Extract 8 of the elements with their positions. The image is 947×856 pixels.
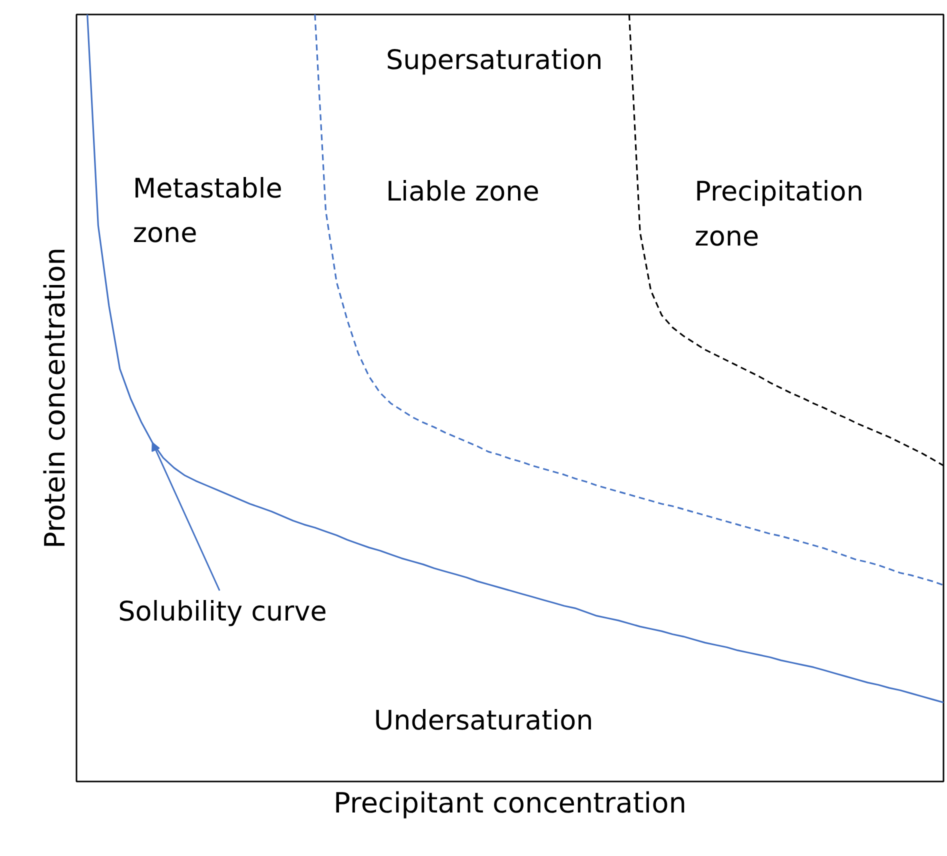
annotation: Undersaturation [374, 706, 594, 737]
y-axis-title: Protein concentration [38, 248, 72, 548]
annotation: Solubility curve [118, 596, 327, 628]
annotation: Liable zone [386, 176, 540, 208]
x-axis-title: Precipitant concentration [334, 786, 686, 820]
annotation: Supersaturation [386, 45, 603, 76]
annotation: Precipitation zone [694, 176, 864, 252]
annotation: Metastable zone [132, 173, 282, 250]
